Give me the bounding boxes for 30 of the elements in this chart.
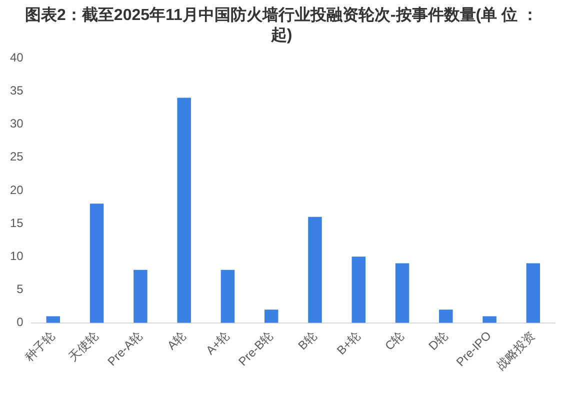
x-tick-label: B轮	[295, 328, 320, 353]
bar	[439, 310, 453, 323]
bar	[177, 98, 191, 323]
x-tick-label: 战略投资	[494, 328, 538, 372]
y-tick-label: 25	[10, 150, 24, 164]
y-tick-label: 15	[10, 216, 24, 230]
bar	[90, 204, 104, 323]
bar	[482, 316, 496, 323]
y-tick-label: 5	[16, 282, 24, 296]
x-tick-label: A+轮	[203, 328, 232, 358]
x-tick-label: D轮	[426, 328, 450, 354]
x-tick-label: B+轮	[334, 328, 364, 358]
bar	[395, 263, 410, 323]
x-tick-label: 种子轮	[22, 328, 58, 364]
y-tick-label: 40	[10, 50, 24, 64]
chart-title: 图表2：截至2025年11月中国防火墙行业投融资轮次-按事件数量(单 位 ：起)	[24, 6, 539, 46]
x-tick-label: A轮	[164, 328, 189, 353]
y-tick-label: 0	[16, 315, 24, 330]
y-tick-label: 20	[10, 182, 24, 197]
bar	[220, 270, 235, 323]
y-tick-label: 10	[10, 248, 24, 263]
x-tick-label: 天使轮	[66, 328, 102, 364]
y-tick-label: 35	[10, 83, 24, 98]
bar	[264, 310, 278, 323]
bar	[352, 256, 366, 323]
y-tick-label: 30	[10, 116, 24, 131]
bar	[526, 263, 540, 323]
bar	[134, 270, 148, 323]
bar	[308, 216, 322, 323]
x-tick-label: C轮	[382, 328, 407, 354]
